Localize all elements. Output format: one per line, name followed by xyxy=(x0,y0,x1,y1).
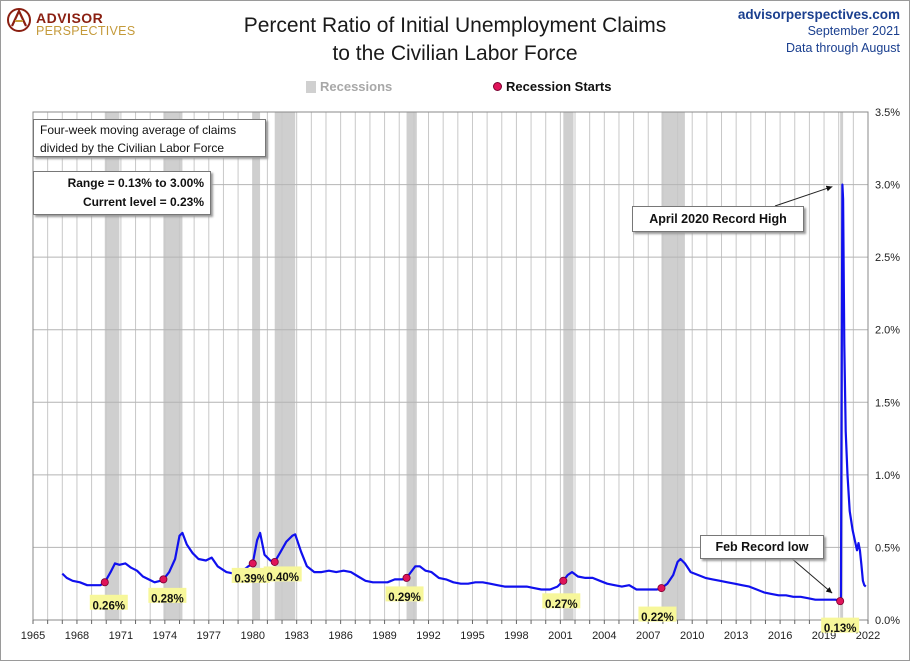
recession-start-label-bg xyxy=(89,594,128,610)
x-tick-label: 1974 xyxy=(153,630,177,642)
x-tick-label: 2019 xyxy=(812,630,836,642)
y-tick-label: 1.0% xyxy=(875,470,900,482)
recession-start-label-bg xyxy=(638,606,677,622)
recession-start-marker xyxy=(270,557,279,566)
recession-band xyxy=(563,112,574,620)
x-tick-label: 2001 xyxy=(548,630,572,642)
recession-start-marker xyxy=(836,597,845,606)
recession-start-label: 0.28% xyxy=(151,593,184,605)
recession-band xyxy=(661,112,685,620)
chart-title-line2: to the Civilian Labor Force xyxy=(332,42,578,65)
x-tick-label: 1977 xyxy=(197,630,221,642)
chart-legend: Recessions Recession Starts xyxy=(0,77,910,97)
recession-start-marker xyxy=(657,584,666,593)
x-tick-label: 1965 xyxy=(21,630,45,642)
range-note: Range = 0.13% to 3.00% Current level = 0… xyxy=(33,171,211,215)
y-tick-label: 1.5% xyxy=(875,397,900,409)
x-tick-label: 1971 xyxy=(109,630,133,642)
x-tick-label: 1983 xyxy=(284,630,308,642)
record-low-arrow xyxy=(789,556,833,594)
x-tick-label: 1986 xyxy=(328,630,352,642)
x-tick-label: 1989 xyxy=(372,630,396,642)
x-tick-label: 2007 xyxy=(636,630,660,642)
y-tick-label: 2.5% xyxy=(875,252,900,264)
x-tick-label: 2016 xyxy=(768,630,792,642)
y-tick-label: 3.0% xyxy=(875,180,900,192)
legend-item-recessions: Recessions xyxy=(306,79,392,94)
logo-emblem-icon xyxy=(7,8,31,32)
x-tick-label: 1968 xyxy=(65,630,89,642)
x-tick-label: 1995 xyxy=(460,630,484,642)
recession-start-marker xyxy=(559,576,568,585)
recession-start-label-bg xyxy=(385,586,424,602)
recession-start-marker xyxy=(159,575,168,584)
source-site: advisorperspectives.com xyxy=(737,7,900,22)
x-tick-label: 1980 xyxy=(240,630,264,642)
y-tick-label: 2.0% xyxy=(875,325,900,337)
recession-start-label: 0.29% xyxy=(388,592,421,604)
legend-recession-starts-label: Recession Starts xyxy=(506,79,612,94)
recession-start-label: 0.26% xyxy=(92,600,125,612)
recession-start-label-bg xyxy=(821,617,860,633)
recession-band xyxy=(274,112,296,620)
x-tick-label: 1998 xyxy=(504,630,528,642)
y-tick-label: 3.5% xyxy=(875,107,900,119)
recession-start-label-bg xyxy=(263,566,302,582)
record-high-arrow xyxy=(774,185,833,207)
chart-title: Percent Ratio of Initial Unemployment Cl… xyxy=(175,12,735,68)
logo-text-perspectives: PERSPECTIVES xyxy=(36,24,136,38)
chart-title-line1: Percent Ratio of Initial Unemployment Cl… xyxy=(243,14,667,37)
advisor-perspectives-logo: ADVISOR PERSPECTIVES xyxy=(6,6,136,40)
x-tick-label: 1992 xyxy=(416,630,440,642)
source-data-through: Data through August xyxy=(786,41,900,55)
source-block: advisorperspectives.com September 2021 D… xyxy=(738,6,900,57)
recession-start-label-bg xyxy=(542,593,581,609)
recession-start-label: 0.39% xyxy=(234,573,267,585)
recession-start-marker-icon xyxy=(493,82,502,91)
recession-band xyxy=(252,112,261,620)
recession-swatch xyxy=(306,80,316,93)
recession-start-marker xyxy=(402,573,411,582)
recession-band xyxy=(406,112,417,620)
source-date: September 2021 xyxy=(807,24,900,38)
logo-text-advisor: ADVISOR xyxy=(36,10,104,26)
description-line1: Four-week moving average of claims xyxy=(40,123,237,137)
current-level-text: Current level = 0.23% xyxy=(82,195,204,209)
description-line2: divided by the Civilian Labor Force xyxy=(40,141,225,155)
recession-start-label: 0.22% xyxy=(641,612,674,624)
x-tick-label: 2004 xyxy=(592,630,616,642)
recession-band xyxy=(163,112,183,620)
record-low-annotation: Feb Record low xyxy=(700,535,824,559)
recession-start-label: 0.40% xyxy=(266,572,299,584)
recession-start-marker xyxy=(248,559,257,568)
record-high-annotation: April 2020 Record High xyxy=(632,206,804,232)
series-line xyxy=(61,183,867,603)
recession-start-label: 0.13% xyxy=(824,623,857,635)
recession-start-label-bg xyxy=(231,567,270,583)
y-tick-label: 0.5% xyxy=(875,542,900,554)
x-tick-label: 2013 xyxy=(724,630,748,642)
recession-band xyxy=(104,112,120,620)
recession-start-label: 0.27% xyxy=(545,599,578,611)
x-tick-label: 2010 xyxy=(680,630,704,642)
y-tick-label: 0.0% xyxy=(875,615,900,627)
x-tick-label: 2022 xyxy=(856,630,880,642)
recession-start-label-bg xyxy=(148,587,187,603)
range-text: Range = 0.13% to 3.00% xyxy=(67,176,204,190)
recession-start-marker xyxy=(100,578,109,587)
description-note: Four-week moving average of claims divid… xyxy=(33,119,266,157)
plot-area-border xyxy=(32,111,869,621)
legend-recessions-label: Recessions xyxy=(320,79,393,94)
legend-item-recession-starts: Recession Starts xyxy=(493,79,612,94)
